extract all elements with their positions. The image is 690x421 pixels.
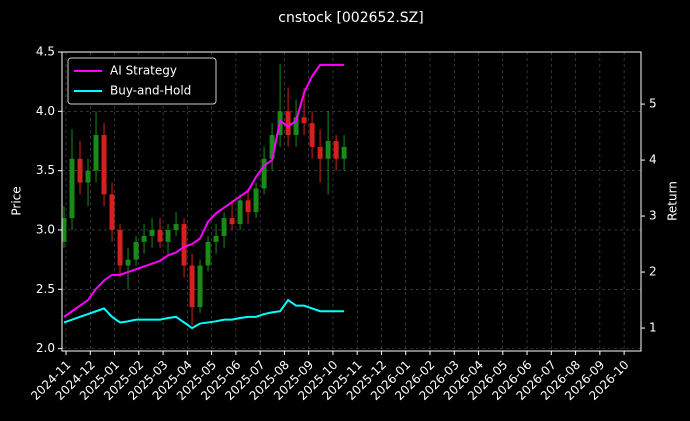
candle-body: [165, 229, 171, 242]
y2-tick-label: 5: [649, 97, 657, 111]
candle-body: [285, 111, 291, 136]
y-tick-label: 3.5: [36, 163, 55, 177]
candle-body: [189, 265, 195, 308]
plot-frame: [61, 51, 642, 352]
candle-body: [125, 259, 131, 266]
candle-body: [69, 158, 75, 219]
candle-body: [173, 224, 179, 230]
return-line: [63, 63, 345, 318]
candle-body: [101, 135, 107, 195]
candle-body: [157, 229, 163, 242]
return-line: [63, 298, 345, 330]
y2-axis-label: Return: [666, 181, 680, 221]
candle-body: [93, 135, 99, 171]
y-axis-label: Price: [10, 186, 24, 215]
candle-body: [181, 224, 187, 266]
legend-label: Buy-and-Hold: [110, 84, 191, 98]
y2-tick-label: 1: [649, 321, 657, 335]
candle-body: [341, 146, 347, 159]
candle-body: [237, 200, 243, 225]
y-tick-label: 2.0: [36, 341, 55, 355]
y-tick-label: 3.0: [36, 222, 55, 236]
candle-body: [213, 235, 219, 242]
candle-body: [253, 188, 259, 213]
y-tick-label: 2.5: [36, 282, 55, 296]
legend-box: [67, 57, 217, 105]
candle-body: [117, 229, 123, 266]
candle-body: [301, 117, 307, 124]
candle-body: [325, 140, 331, 159]
candle-body: [141, 235, 147, 242]
candle-body: [221, 218, 227, 236]
candle-body: [205, 241, 211, 266]
y2-tick-label: 2: [649, 265, 657, 279]
candle-body: [197, 265, 203, 308]
candle-body: [77, 158, 83, 183]
candle-body: [317, 146, 323, 159]
candle-body: [333, 140, 339, 159]
y2-tick-label: 4: [649, 153, 657, 167]
candle-body: [261, 158, 267, 189]
candle-body: [293, 117, 299, 136]
chart-title: cnstock [002652.SZ]: [278, 10, 423, 26]
candle-body: [309, 123, 315, 147]
y-tick-label: 4.5: [36, 45, 55, 59]
y2-tick-label: 3: [649, 209, 657, 223]
candle-body: [85, 170, 91, 183]
candle-body: [149, 229, 155, 236]
candle-body: [133, 241, 139, 260]
y-tick-label: 4.0: [36, 104, 55, 118]
legend-label: AI Strategy: [110, 64, 177, 78]
candle-body: [269, 135, 275, 159]
candle-body: [245, 200, 251, 213]
candle-body: [229, 218, 235, 225]
candle-body: [61, 218, 67, 242]
candle-body: [109, 194, 115, 230]
